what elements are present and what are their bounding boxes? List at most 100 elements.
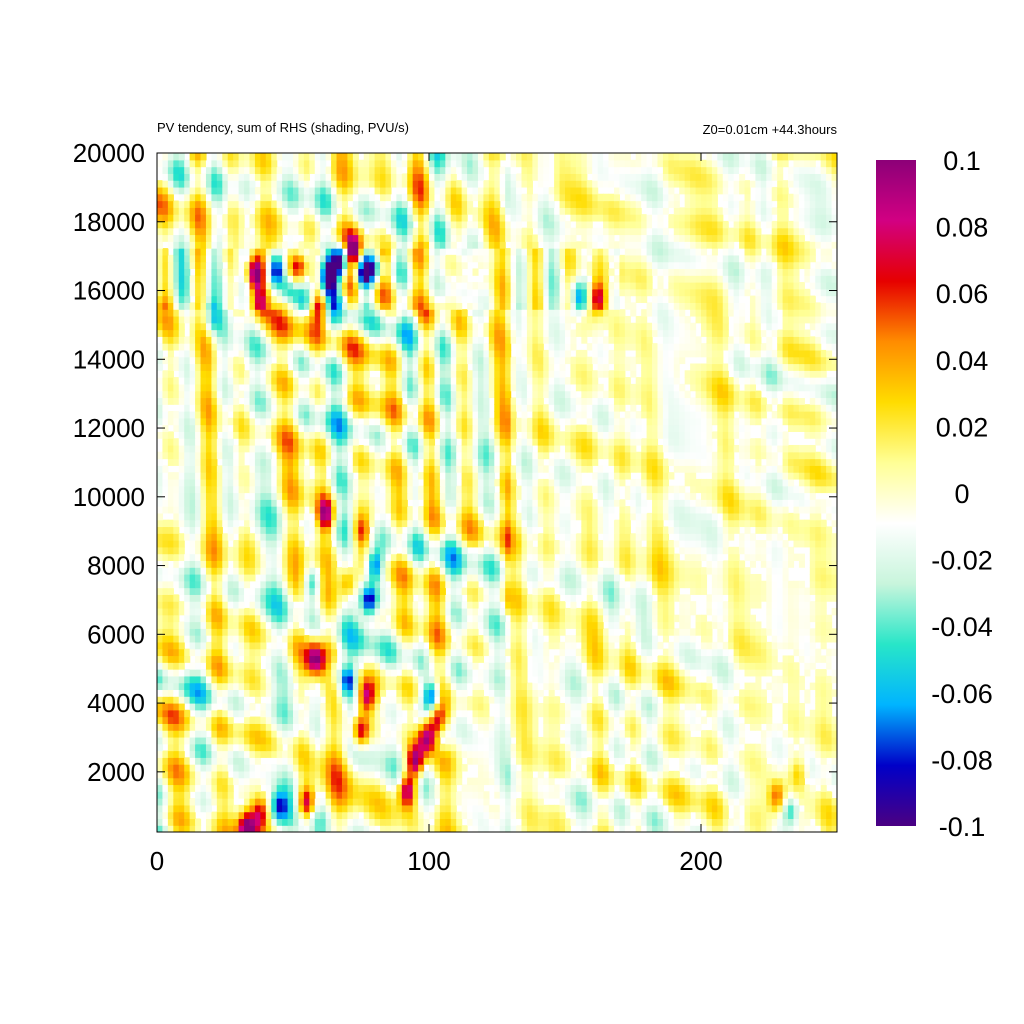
heatmap-cell [532, 716, 539, 724]
heatmap-cell [396, 580, 403, 589]
heatmap-cell [755, 709, 762, 718]
heatmap-cell [244, 811, 251, 820]
heatmap-cell [771, 546, 778, 555]
heatmap-cell [722, 818, 729, 826]
heatmap-cell [461, 567, 468, 575]
heatmap-cell [695, 560, 702, 568]
heatmap-cell [260, 533, 267, 541]
heatmap-cell [619, 798, 626, 806]
heatmap-cell [673, 567, 680, 575]
heatmap-cell [244, 818, 251, 826]
heatmap-cell [331, 709, 338, 718]
heatmap-cell [352, 804, 359, 813]
heatmap-cell [271, 641, 278, 650]
heatmap-cell [728, 736, 735, 745]
heatmap-cell [314, 784, 321, 792]
heatmap-cell [358, 777, 365, 786]
heatmap-cell [472, 580, 479, 589]
heatmap-cell [407, 791, 414, 799]
heatmap-cell [624, 648, 631, 657]
heatmap-cell [788, 784, 795, 792]
heatmap-cell [575, 818, 582, 826]
heatmap-cell [722, 546, 729, 555]
heatmap-cell [309, 750, 316, 758]
heatmap-cell [363, 811, 370, 820]
heatmap-cell [613, 540, 620, 548]
heatmap-cell [293, 587, 300, 595]
heatmap-cell [205, 682, 212, 691]
heatmap-cell [711, 770, 718, 779]
heatmap-cell [429, 784, 436, 792]
heatmap-cell [407, 825, 414, 832]
heatmap-cell [586, 798, 593, 806]
heatmap-cell [472, 614, 479, 623]
heatmap-cell [472, 811, 479, 820]
heatmap-cell [624, 587, 631, 595]
heatmap-cell [635, 587, 642, 595]
heatmap-cell [630, 784, 637, 792]
heatmap-cell [331, 696, 338, 704]
heatmap-cell [238, 811, 245, 820]
heatmap-cell [652, 702, 659, 711]
heatmap-cell [162, 709, 169, 718]
heatmap-cell [749, 546, 756, 555]
heatmap-cell [526, 601, 533, 609]
heatmap-cell [358, 669, 365, 677]
heatmap-cell [456, 669, 463, 677]
heatmap-cell [162, 607, 169, 616]
heatmap-cell [222, 770, 229, 779]
heatmap-cell [565, 580, 572, 589]
heatmap-cell [701, 553, 708, 561]
heatmap-cell [608, 614, 615, 623]
heatmap-cell [739, 546, 746, 555]
heatmap-cell [216, 669, 223, 677]
heatmap-cell [766, 804, 773, 813]
heatmap-cell [352, 702, 359, 711]
heatmap-cell [178, 641, 185, 650]
heatmap-cell [613, 750, 620, 758]
heatmap-cell [798, 621, 805, 629]
heatmap-cell [282, 811, 289, 820]
heatmap-cell [184, 777, 191, 786]
heatmap-cell [559, 573, 566, 582]
heatmap-cell [575, 675, 582, 684]
heatmap-cell [749, 560, 756, 568]
heatmap-cell [445, 798, 452, 806]
heatmap-cell [461, 784, 468, 792]
heatmap-cell [777, 675, 784, 684]
heatmap-cell [293, 669, 300, 677]
heatmap-cell [396, 757, 403, 765]
heatmap-cell [521, 648, 528, 657]
heatmap-cell [390, 770, 397, 779]
heatmap-cell [521, 825, 528, 832]
heatmap-cell [537, 770, 544, 779]
heatmap-cell [276, 621, 283, 629]
heatmap-cell [282, 723, 289, 731]
heatmap-cell [782, 655, 789, 663]
heatmap-cell [499, 621, 506, 629]
heatmap-cell [222, 818, 229, 826]
heatmap-cell [331, 825, 338, 832]
heatmap-cell [244, 662, 251, 670]
heatmap-cell [608, 682, 615, 691]
heatmap-cell [603, 811, 610, 820]
heatmap-cell [744, 546, 751, 555]
heatmap-cell [216, 777, 223, 786]
heatmap-cell [788, 614, 795, 623]
heatmap-cell [456, 594, 463, 602]
heatmap-cell [711, 716, 718, 724]
heatmap-cell [314, 553, 321, 561]
heatmap-cell [570, 689, 577, 697]
heatmap-cell [619, 669, 626, 677]
heatmap-cell [668, 601, 675, 609]
heatmap-cell [744, 621, 751, 629]
heatmap-cell [679, 743, 686, 752]
heatmap-cell [483, 614, 490, 623]
heatmap-cell [390, 757, 397, 765]
heatmap-cell [173, 757, 180, 765]
heatmap-cell [701, 641, 708, 650]
heatmap-cell [521, 607, 528, 616]
heatmap-cell [358, 655, 365, 663]
heatmap-cell [461, 750, 468, 758]
heatmap-cell [798, 553, 805, 561]
